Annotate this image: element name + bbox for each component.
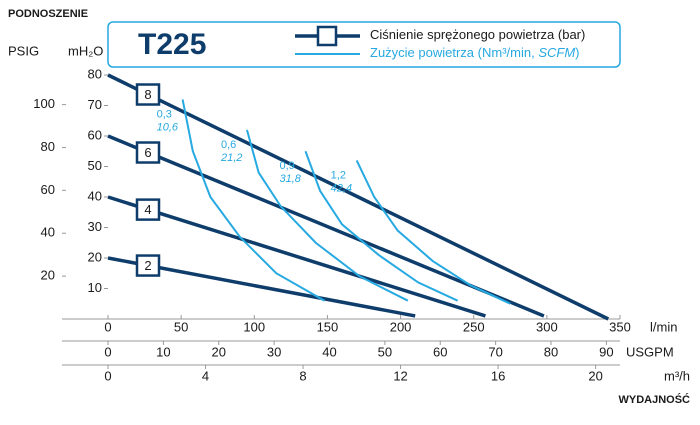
x2-tick-label: 90 — [599, 344, 613, 359]
x-tick-label: 250 — [463, 319, 485, 334]
y-tick-label: 50 — [88, 158, 102, 173]
chart-title: T225 — [138, 28, 206, 61]
pressure-label: 8 — [144, 87, 151, 102]
y-tick-label: 70 — [88, 97, 102, 112]
legend-label: Zużycie powietrza (Nm³/min, SCFM) — [370, 45, 580, 60]
x3-tick-label: 12 — [393, 368, 407, 383]
consumption-line — [181, 99, 325, 302]
x-tick-label: 50 — [174, 319, 188, 334]
x-tick-label: 300 — [536, 319, 558, 334]
legend-label-part: Ciśnienie sprężonego powietrza (bar) — [370, 27, 585, 42]
x-unit: l/min — [650, 319, 677, 334]
y2-tick-label: 80 — [41, 139, 55, 154]
consumption-label-scfm: 21,2 — [220, 152, 242, 164]
consumption-label: 0,9 — [279, 160, 294, 172]
legend-label: Ciśnienie sprężonego powietrza (bar) — [370, 27, 585, 42]
x3-tick-label: 0 — [104, 368, 111, 383]
legend-label-part: Zużycie powietrza (Nm³/min, — [370, 45, 538, 60]
y2-tick-label: 100 — [33, 96, 55, 111]
consumption-label: 0,6 — [221, 139, 236, 151]
y-tick-label: 30 — [88, 219, 102, 234]
pressure-label: 2 — [144, 258, 151, 273]
consumption-label-scfm: 42,4 — [331, 182, 352, 194]
x2-tick-label: 30 — [267, 344, 281, 359]
y-tick-label: 40 — [88, 188, 102, 203]
legend-label-part: ) — [575, 45, 579, 60]
consumption-line — [355, 159, 511, 305]
consumption-label: 1,2 — [331, 169, 346, 181]
pressure-line — [107, 73, 610, 321]
x3-tick-label: 16 — [491, 368, 505, 383]
x3-unit: m³/h — [664, 368, 690, 383]
y2-tick-label: 40 — [41, 225, 55, 240]
x-tick-label: 150 — [317, 319, 339, 334]
consumption-label: 0,3 — [157, 108, 172, 120]
consumption-label-scfm: 31,8 — [279, 173, 301, 185]
x2-unit: USGPM — [626, 344, 674, 359]
x2-tick-label: 40 — [322, 344, 336, 359]
y2-tick-label: 20 — [41, 268, 55, 283]
pressure-box — [135, 254, 161, 277]
legend: Ciśnienie sprężonego powietrza (bar) Zuży… — [295, 25, 585, 60]
x3-tick-label: 4 — [202, 368, 209, 383]
legend-marker — [316, 25, 338, 47]
x-tick-label: 0 — [104, 319, 111, 334]
pressure-label: 6 — [144, 145, 151, 160]
pressure-line — [107, 195, 486, 318]
x-tick-label: 100 — [243, 319, 265, 334]
x3-tick-label: 20 — [588, 368, 602, 383]
y-tick-label: 20 — [88, 249, 102, 264]
pressure-box — [135, 141, 161, 164]
x2-tick-label: 50 — [378, 344, 392, 359]
x2-tick-label: 70 — [488, 344, 502, 359]
legend-label-part: SCFM — [538, 45, 575, 60]
y-tick-label: 60 — [88, 127, 102, 142]
consumption-label-scfm: 10,6 — [157, 121, 179, 133]
x2-tick-label: 10 — [156, 344, 170, 359]
y-top-label: PODNOSZENIE — [8, 8, 88, 20]
pressure-box — [135, 198, 161, 221]
x-tick-label: 200 — [390, 319, 412, 334]
x3-tick-label: 8 — [299, 368, 306, 383]
pressure-box — [135, 83, 161, 106]
x-label: WYDAJNOŚĆ — [618, 393, 690, 406]
y-tick-label: 80 — [88, 66, 102, 81]
y-tick-label: 10 — [88, 280, 102, 295]
y2-tick-label: 60 — [41, 182, 55, 197]
consumption-line — [246, 129, 409, 302]
y-label: mH₂O — [68, 43, 103, 58]
pressure-label: 4 — [144, 202, 151, 217]
x2-tick-label: 20 — [212, 344, 226, 359]
x2-tick-label: 60 — [433, 344, 447, 359]
consumption-line — [304, 150, 459, 302]
x2-tick-label: 80 — [544, 344, 558, 359]
y2-label: PSIG — [8, 43, 39, 58]
x2-tick-label: 0 — [104, 344, 111, 359]
x-tick-label: 350 — [609, 319, 631, 334]
title-box — [107, 21, 621, 68]
